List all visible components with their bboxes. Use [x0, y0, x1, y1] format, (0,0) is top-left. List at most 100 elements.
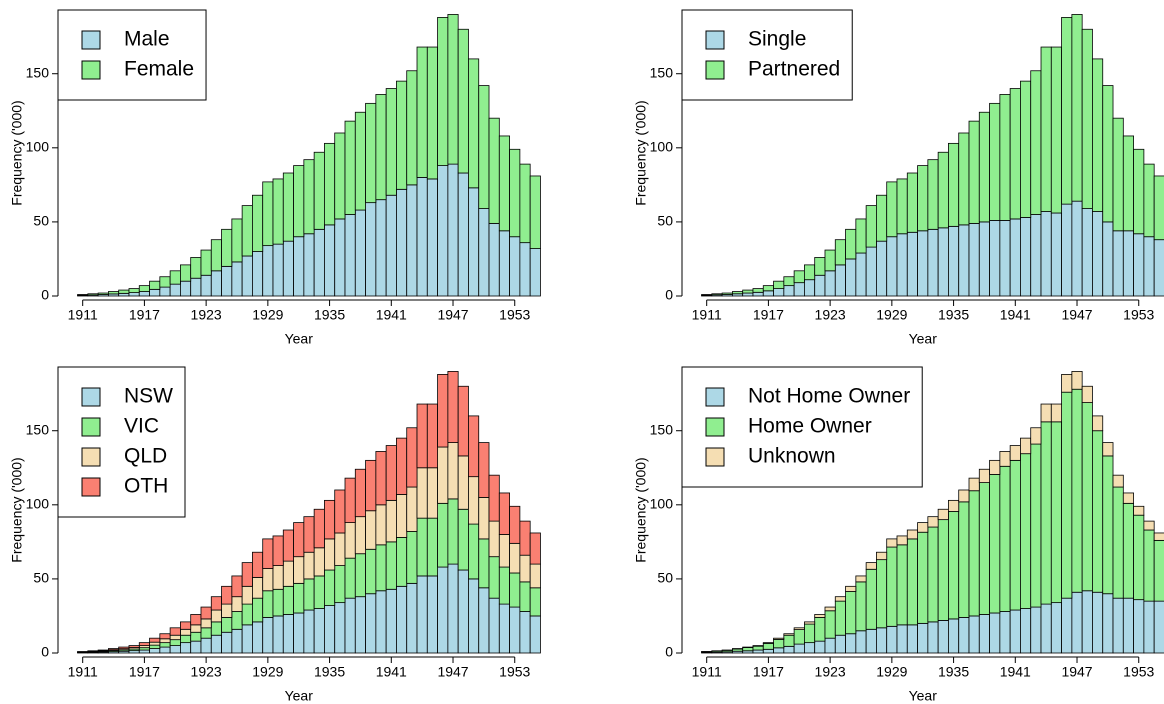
- legend-label: Single: [748, 28, 806, 51]
- x-tick-label: 1947: [1061, 664, 1092, 680]
- bar-segment: [1112, 474, 1124, 488]
- bar-segment: [478, 442, 490, 498]
- bar-segment: [252, 621, 264, 654]
- bar-segment: [519, 242, 531, 297]
- bar-segment: [989, 102, 1001, 221]
- bar-segment: [498, 534, 510, 568]
- bar-segment: [845, 633, 857, 654]
- bar-segment: [180, 280, 192, 297]
- bar-segment: [1122, 502, 1134, 599]
- bar-segment: [149, 280, 161, 290]
- bar-segment: [190, 257, 202, 279]
- bar-segment: [406, 531, 418, 584]
- bar-segment: [948, 499, 960, 512]
- bar-segment: [447, 371, 459, 443]
- bar-segment: [1143, 529, 1155, 602]
- bar-segment: [457, 385, 469, 457]
- x-axis-title: Year: [909, 331, 938, 347]
- bar-segment: [773, 637, 785, 640]
- bar-segment: [200, 618, 212, 629]
- bar-segment: [468, 578, 480, 654]
- bar-segment: [468, 58, 480, 189]
- x-tick-label: 1941: [376, 664, 407, 680]
- bar-segment: [334, 532, 346, 566]
- bar-segment: [886, 546, 898, 627]
- bar-segment: [937, 151, 949, 229]
- bar-segment: [478, 538, 490, 589]
- x-tick-label: 1953: [1123, 664, 1154, 680]
- bar-segment: [1153, 600, 1164, 654]
- bar-segment: [200, 627, 212, 639]
- bar-segment: [221, 265, 233, 297]
- bar-segment: [396, 585, 408, 654]
- x-tick-label: 1941: [1000, 664, 1031, 680]
- bar-segment: [159, 276, 171, 288]
- bar-segment: [272, 588, 284, 617]
- bar-segment: [793, 270, 805, 284]
- bar-segment: [221, 617, 233, 633]
- bar-segment: [375, 94, 387, 201]
- bar-segment: [159, 633, 171, 640]
- bar-segment: [529, 587, 541, 617]
- bar-segment: [406, 184, 418, 297]
- bar-segment: [804, 642, 816, 654]
- bar-segment: [416, 177, 428, 297]
- x-tick-label: 1917: [129, 307, 160, 323]
- x-tick-label: 1947: [437, 664, 468, 680]
- bar-segment: [1009, 88, 1021, 220]
- bar-segment: [1102, 593, 1114, 654]
- bar-segment: [814, 257, 826, 276]
- bar-segment: [886, 538, 898, 548]
- x-tick-label: 1935: [938, 664, 969, 680]
- bar-segment: [886, 181, 898, 238]
- bar-segment: [742, 292, 754, 297]
- bar-segment: [1061, 391, 1073, 599]
- bar-segment: [906, 624, 918, 654]
- bar-segment: [252, 551, 264, 578]
- bar-segment: [814, 617, 826, 642]
- bar-segment: [457, 28, 469, 174]
- bar-segment: [447, 498, 459, 565]
- bar-segment: [1122, 597, 1134, 654]
- bar-segment: [293, 556, 305, 584]
- bar-segment: [814, 614, 826, 618]
- x-tick-label: 1941: [376, 307, 407, 323]
- bar-segment: [210, 609, 222, 623]
- bar-segment: [1133, 599, 1145, 654]
- bar-segment: [447, 14, 459, 165]
- bar-segment: [948, 225, 960, 297]
- bar-segment: [313, 608, 325, 654]
- y-axis-title: Frequency ('000): [633, 100, 649, 205]
- bar-segment: [498, 566, 510, 605]
- bar-segment: [752, 291, 764, 297]
- bar-segment: [1020, 437, 1032, 455]
- bar-segment: [937, 519, 949, 621]
- legend-label: Home Owner: [748, 415, 872, 438]
- legend-label: VIC: [124, 415, 159, 438]
- bar-segment: [447, 563, 459, 654]
- bar-segment: [783, 645, 795, 654]
- legend-label: Unknown: [748, 445, 836, 468]
- bar-segment: [437, 502, 449, 568]
- panel: 0 50 100 150 1911 1917 1923 1929 1935 1941 1947 195…: [633, 9, 1164, 347]
- bar-segment: [855, 218, 867, 254]
- bar-segment: [958, 501, 970, 618]
- bar-segment: [190, 624, 202, 633]
- bar-segment: [1081, 590, 1093, 654]
- bar-segment: [1133, 233, 1145, 297]
- bar-segment: [793, 643, 805, 654]
- y-tick-label: 100: [26, 139, 50, 155]
- bar-segment: [865, 562, 877, 570]
- bar-segment: [313, 508, 325, 549]
- bar-segment: [468, 476, 480, 525]
- x-tick-label: 1929: [876, 307, 907, 323]
- bar-segment: [1081, 28, 1093, 209]
- bar-segment: [354, 209, 366, 297]
- bar-segment: [968, 615, 980, 654]
- bar-segment: [272, 178, 284, 245]
- bar-segment: [804, 623, 816, 644]
- legend-label: QLD: [124, 445, 167, 468]
- bar-segment: [752, 288, 764, 293]
- panel: 0 50 100 150 1911 1917 1923 1929 1935 1941 1947 195…: [633, 366, 1164, 704]
- bar-segment: [180, 628, 192, 636]
